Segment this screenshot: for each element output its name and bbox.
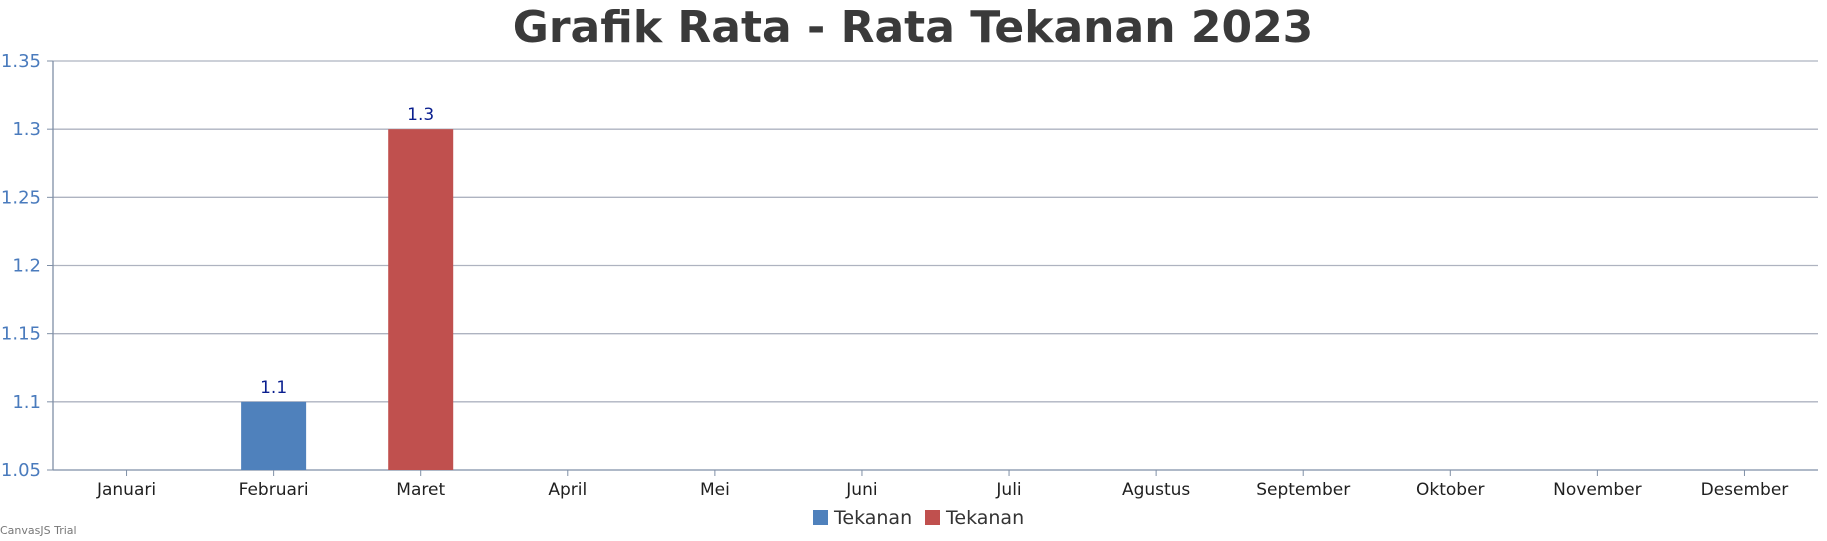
x-tick-label: Mei <box>700 480 730 500</box>
grid-lines <box>53 60 1818 403</box>
x-tick-label: Desember <box>1701 480 1789 500</box>
x-tick-label: April <box>548 480 587 500</box>
y-tick-label: 1.35 <box>1 51 41 72</box>
x-tick-label: September <box>1256 480 1350 500</box>
axes: 1.05 1.1 1.15 1.2 1.25 1.3 1.35 Januari Februari… <box>1 51 1818 500</box>
data-labels: 1.1 1.3 <box>260 105 434 398</box>
y-tick-label: 1.3 <box>12 119 41 140</box>
bars <box>241 129 454 470</box>
legend: Tekanan Tekanan <box>813 507 1024 529</box>
bar-februari[interactable] <box>241 401 307 470</box>
watermark-text: CanvasJS Trial <box>0 524 77 537</box>
y-tick-label: 1.25 <box>1 187 41 208</box>
legend-swatch <box>813 510 828 525</box>
x-tick-label: Juli <box>995 480 1021 500</box>
legend-label[interactable]: Tekanan <box>945 507 1024 529</box>
y-tick-label: 1.1 <box>12 392 41 413</box>
y-tick-label: 1.2 <box>12 256 41 277</box>
x-tick-label: Februari <box>239 480 309 500</box>
x-tick-label: Maret <box>396 480 445 500</box>
x-tick-label: Januari <box>96 480 156 500</box>
data-label: 1.3 <box>407 105 434 125</box>
legend-swatch <box>925 510 940 525</box>
x-tick-label: Agustus <box>1122 480 1190 500</box>
x-tick-label: November <box>1553 480 1641 500</box>
x-tick-label: Juni <box>845 480 877 500</box>
chart-title: Grafik Rata - Rata Tekanan 2023 <box>513 2 1314 53</box>
data-label: 1.1 <box>260 378 287 398</box>
legend-label[interactable]: Tekanan <box>833 507 912 529</box>
y-tick-label: 1.15 <box>1 324 41 345</box>
y-tick-label: 1.05 <box>1 460 41 481</box>
x-tick-label: Oktober <box>1416 480 1485 500</box>
bar-maret[interactable] <box>388 129 454 470</box>
